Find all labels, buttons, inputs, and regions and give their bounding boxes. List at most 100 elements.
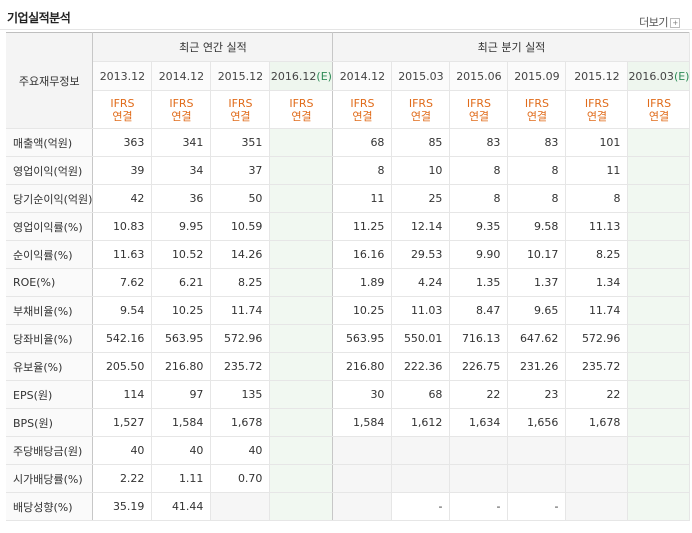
- quarterly-value-cell: 85: [391, 128, 451, 157]
- quarterly-value-cell: 8: [332, 156, 393, 185]
- estimate-tag: (E): [316, 69, 332, 83]
- accounting-basis: IFRS 연결: [92, 90, 153, 129]
- quarterly-period-header: 2015.06: [449, 61, 509, 91]
- quarterly-value-cell: 572.96: [565, 324, 629, 353]
- quarterly-value-cell: 1,634: [449, 408, 509, 437]
- row-label: 영업이익(억원): [6, 156, 94, 185]
- basis-standard: IFRS: [584, 96, 610, 110]
- quarterly-value-cell: [627, 464, 691, 493]
- period-label: 2015.09: [514, 69, 560, 83]
- quarterly-value-cell: -: [391, 492, 451, 521]
- quarterly-value-cell: [565, 464, 629, 493]
- basis-standard: IFRS: [466, 96, 492, 110]
- annual-period-header: 2015.12: [210, 61, 271, 91]
- annual-value-cell: 40: [151, 436, 212, 465]
- row-label: BPS(원): [6, 408, 94, 437]
- quarterly-value-cell: 25: [391, 184, 451, 213]
- quarterly-value-cell: 1.35: [449, 268, 509, 297]
- annual-value-cell: [269, 184, 334, 213]
- quarterly-value-cell: [627, 436, 691, 465]
- quarterly-value-cell: [507, 464, 567, 493]
- annual-value-cell: 11.63: [92, 240, 153, 269]
- financial-summary-table: 주요재무정보 최근 연간 실적 최근 분기 실적 2013.12 2014.12 2015…: [6, 32, 691, 521]
- table-row: 당기순이익(억원) 42 36 50 11 25 8 8 8: [6, 184, 691, 213]
- quarterly-value-cell: 101: [565, 128, 629, 157]
- accounting-basis: IFRS 연결: [151, 90, 212, 129]
- quarterly-value-cell: [627, 380, 691, 409]
- quarterly-value-cell: 83: [449, 128, 509, 157]
- quarterly-value-cell: 8: [507, 156, 567, 185]
- quarterly-value-cell: 23: [507, 380, 567, 409]
- annual-value-cell: 7.62: [92, 268, 153, 297]
- table-row: BPS(원) 1,527 1,584 1,678 1,584 1,612 1,634 1,65…: [6, 408, 691, 437]
- period-label: 2015.03: [398, 69, 444, 83]
- quarterly-value-cell: 11.13: [565, 212, 629, 241]
- row-label: 당좌비율(%): [6, 324, 94, 353]
- section-title: 기업실적분석: [7, 11, 71, 25]
- basis-standard: IFRS: [289, 96, 314, 110]
- annual-value-cell: 14.26: [210, 240, 271, 269]
- annual-value-cell: 10.25: [151, 296, 212, 325]
- annual-value-cell: 216.80: [151, 352, 212, 381]
- quarterly-value-cell: [449, 436, 509, 465]
- quarterly-period-header: 2015.12: [565, 61, 629, 91]
- annual-value-cell: 572.96: [210, 324, 271, 353]
- annual-value-cell: 363: [92, 128, 153, 157]
- quarterly-value-cell: [391, 464, 451, 493]
- quarterly-value-cell: [627, 352, 691, 381]
- annual-value-cell: 563.95: [151, 324, 212, 353]
- basis-standard: IFRS: [524, 96, 550, 110]
- quarterly-value-cell: 8: [507, 184, 567, 213]
- accounting-basis: IFRS 연결: [627, 90, 691, 129]
- quarterly-value-cell: [627, 156, 691, 185]
- accounting-basis: IFRS 연결: [449, 90, 509, 129]
- quarterly-value-cell: 9.90: [449, 240, 509, 269]
- basis-consolidation: 연결: [171, 109, 192, 123]
- quarterly-value-cell: 1,612: [391, 408, 451, 437]
- quarterly-value-cell: [627, 240, 691, 269]
- period-label: 2014.12: [339, 69, 386, 83]
- table-row: 배당성향(%) 35.19 41.44- - -: [6, 492, 691, 521]
- accounting-basis: IFRS 연결: [210, 90, 271, 129]
- annual-value-cell: 341: [151, 128, 212, 157]
- more-label[interactable]: 더보기: [639, 16, 668, 29]
- quarterly-value-cell: 9.35: [449, 212, 509, 241]
- annual-value-cell: [269, 156, 334, 185]
- annual-value-cell: 114: [92, 380, 153, 409]
- annual-value-cell: 10.59: [210, 212, 271, 241]
- annual-value-cell: 40: [92, 436, 153, 465]
- annual-value-cell: 1,584: [151, 408, 212, 437]
- more-link[interactable]: 더보기 +: [639, 14, 680, 30]
- row-label: 영업이익률(%): [6, 212, 94, 241]
- annual-value-cell: 41.44: [151, 492, 212, 521]
- quarterly-value-cell: 11.03: [391, 296, 451, 325]
- quarterly-value-cell: 10: [391, 156, 451, 185]
- quarterly-value-cell: 9.58: [507, 212, 567, 241]
- annual-value-cell: [269, 408, 334, 437]
- quarterly-value-cell: 1,656: [507, 408, 567, 437]
- plus-icon[interactable]: +: [670, 18, 680, 28]
- quarterly-value-cell: 29.53: [391, 240, 451, 269]
- row-label: EPS(원): [6, 380, 94, 409]
- quarterly-value-cell: -: [449, 492, 509, 521]
- quarterly-value-cell: [627, 324, 691, 353]
- table-row: 영업이익률(%) 10.83 9.95 10.59 11.25 12.14 9.35 9.58…: [6, 212, 691, 241]
- annual-value-cell: 97: [151, 380, 212, 409]
- basis-consolidation: 연결: [291, 109, 312, 123]
- accounting-basis: IFRS 연결: [391, 90, 451, 129]
- annual-value-cell: 235.72: [210, 352, 271, 381]
- quarterly-value-cell: [565, 436, 629, 465]
- quarterly-value-cell: 68: [332, 128, 393, 157]
- quarterly-value-cell: 716.13: [449, 324, 509, 353]
- quarterly-value-cell: 1.89: [332, 268, 393, 297]
- table-row: ROE(%) 7.62 6.21 8.25 1.89 4.24 1.35 1.37 1.34: [6, 268, 691, 297]
- annual-value-cell: [269, 492, 334, 521]
- quarterly-period-header: 2015.03: [391, 61, 451, 91]
- quarterly-value-cell: [332, 492, 393, 521]
- basis-consolidation: 연결: [648, 109, 670, 123]
- quarterly-value-cell: 8: [449, 156, 509, 185]
- annual-value-cell: 42: [92, 184, 153, 213]
- row-label: 매출액(억원): [6, 128, 94, 157]
- annual-value-cell: [269, 296, 334, 325]
- period-label: 2015.12: [217, 69, 264, 83]
